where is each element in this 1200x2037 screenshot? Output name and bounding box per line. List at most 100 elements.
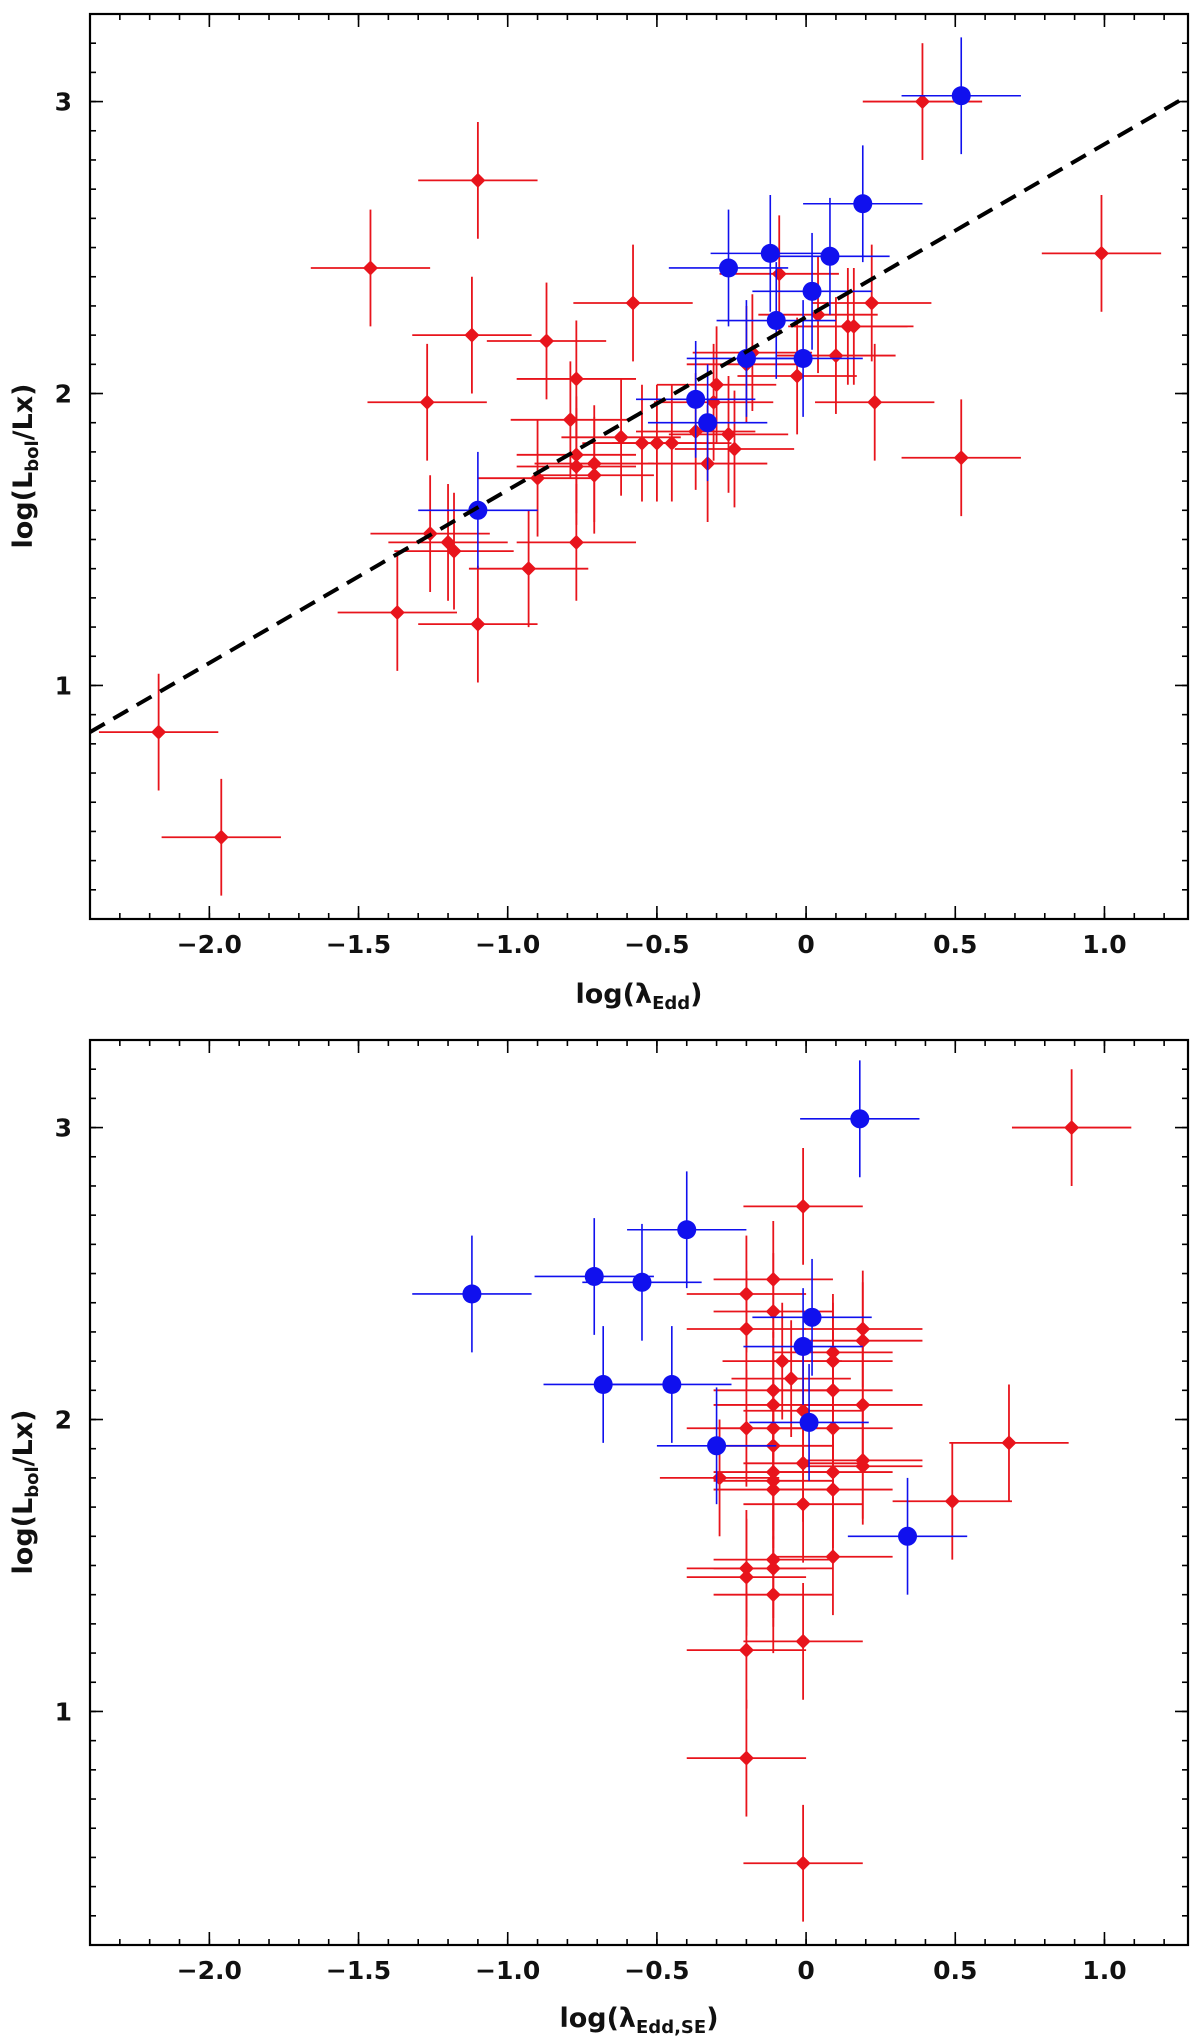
data-point [892,1442,1012,1560]
diamond-marker [470,172,486,188]
diamond-marker [914,94,930,110]
diamond-marker [738,1569,754,1585]
x-tick-label: 0.5 [933,1956,977,1985]
data-point [743,1148,863,1265]
top-x-axis-label: log(λEdd) [576,979,703,1014]
data-point [803,1407,923,1525]
diamond-marker [738,1321,754,1337]
diamond-marker [783,1371,799,1387]
diamond-marker [795,1855,811,1871]
circle-marker [662,1374,682,1394]
data-point [534,1218,654,1335]
data-point [743,1804,863,1922]
data-point [674,390,795,508]
data-point [815,343,935,461]
diamond-marker [568,371,584,387]
diamond-marker [774,1353,790,1369]
x-tick-label: 1.0 [1082,930,1126,959]
data-point [668,209,789,327]
data-point [412,276,532,394]
data-point [1011,1069,1132,1186]
x-tick-label: −1.5 [326,930,391,959]
data-point [394,492,514,610]
diamond-marker [855,1333,871,1349]
diamond-marker [1093,245,1109,261]
diamond-marker [721,426,737,442]
data-point [743,1583,863,1700]
data-point [686,1591,807,1709]
diamond-marker [738,1750,754,1766]
data-point [737,317,857,435]
data-point [743,1288,863,1405]
data-point [722,1302,842,1420]
diamond-marker [470,616,486,632]
data-point [337,554,457,671]
x-tick-label: 0 [797,1956,814,1985]
data-point [752,1258,872,1376]
bottom-plot-frame [88,1038,1190,1947]
data-point [418,565,538,683]
data-point [713,1536,833,1654]
top-panel: log(λEdd) log(Lbol/Lx) −2.0 −1.5 −1.0 −0.5 0… [8,12,1190,1014]
diamond-marker [795,1496,811,1512]
circle-marker [677,1220,697,1240]
blue-circle-series [412,1060,968,1595]
data-point [627,1171,747,1289]
y-tick-label: 3 [55,1114,72,1143]
diamond-marker [867,394,883,410]
dashed-fit-line [88,94,1190,734]
diamond-marker [765,1304,781,1319]
data-point [161,778,281,896]
diamond-marker [953,450,969,466]
diamond-marker [213,829,229,845]
data-point [516,484,637,601]
diamond-marker [855,1458,871,1474]
diamond-marker [568,534,584,550]
circle-marker [802,1307,822,1327]
y-tick-label: 1 [55,1697,72,1726]
circle-marker [793,1337,813,1357]
diamond-marker [709,377,725,393]
circle-marker [468,500,488,520]
data-point [710,195,830,312]
circle-marker [951,86,971,106]
diamond-marker [846,318,862,334]
diamond-marker [613,429,629,445]
x-tick-label: −1.0 [475,1956,540,1985]
circle-marker [698,413,718,433]
x-tick-label: 0.5 [933,930,977,959]
data-point [534,416,654,534]
diamond-marker [765,1587,781,1603]
data-point [582,1223,702,1341]
data-point [656,1387,777,1505]
data-point [561,378,681,496]
diamond-marker [539,333,555,349]
bottom-y-axis-label: log(Lbol/Lx) [8,1410,43,1575]
circle-marker [632,1272,652,1292]
data-point [770,197,890,315]
bottom-x-axis-label: log(λEdd,SE) [559,2003,718,2037]
data-point [98,673,219,791]
red-diamond-series [98,43,1162,896]
diamond-marker [664,435,680,451]
x-tick-label: −2.0 [177,930,242,959]
diamond-marker [625,295,641,311]
data-point [743,1445,863,1563]
diamond-marker [738,1642,754,1658]
data-point [949,1384,1069,1502]
diamond-marker [1001,1435,1017,1451]
data-point [686,1699,807,1817]
circle-marker [799,1412,819,1432]
diamond-marker [521,561,537,577]
red-diamond-series [659,1069,1132,1922]
y-tick-label: 2 [55,1406,72,1435]
data-point [901,399,1021,517]
circle-marker [686,389,706,409]
diamond-marker [151,724,167,740]
diamond-marker [419,394,435,410]
data-point [800,1060,920,1178]
y-tick-label: 1 [55,671,72,700]
circle-marker [850,1109,870,1129]
diamond-marker [795,1633,811,1649]
circle-marker [853,194,873,214]
